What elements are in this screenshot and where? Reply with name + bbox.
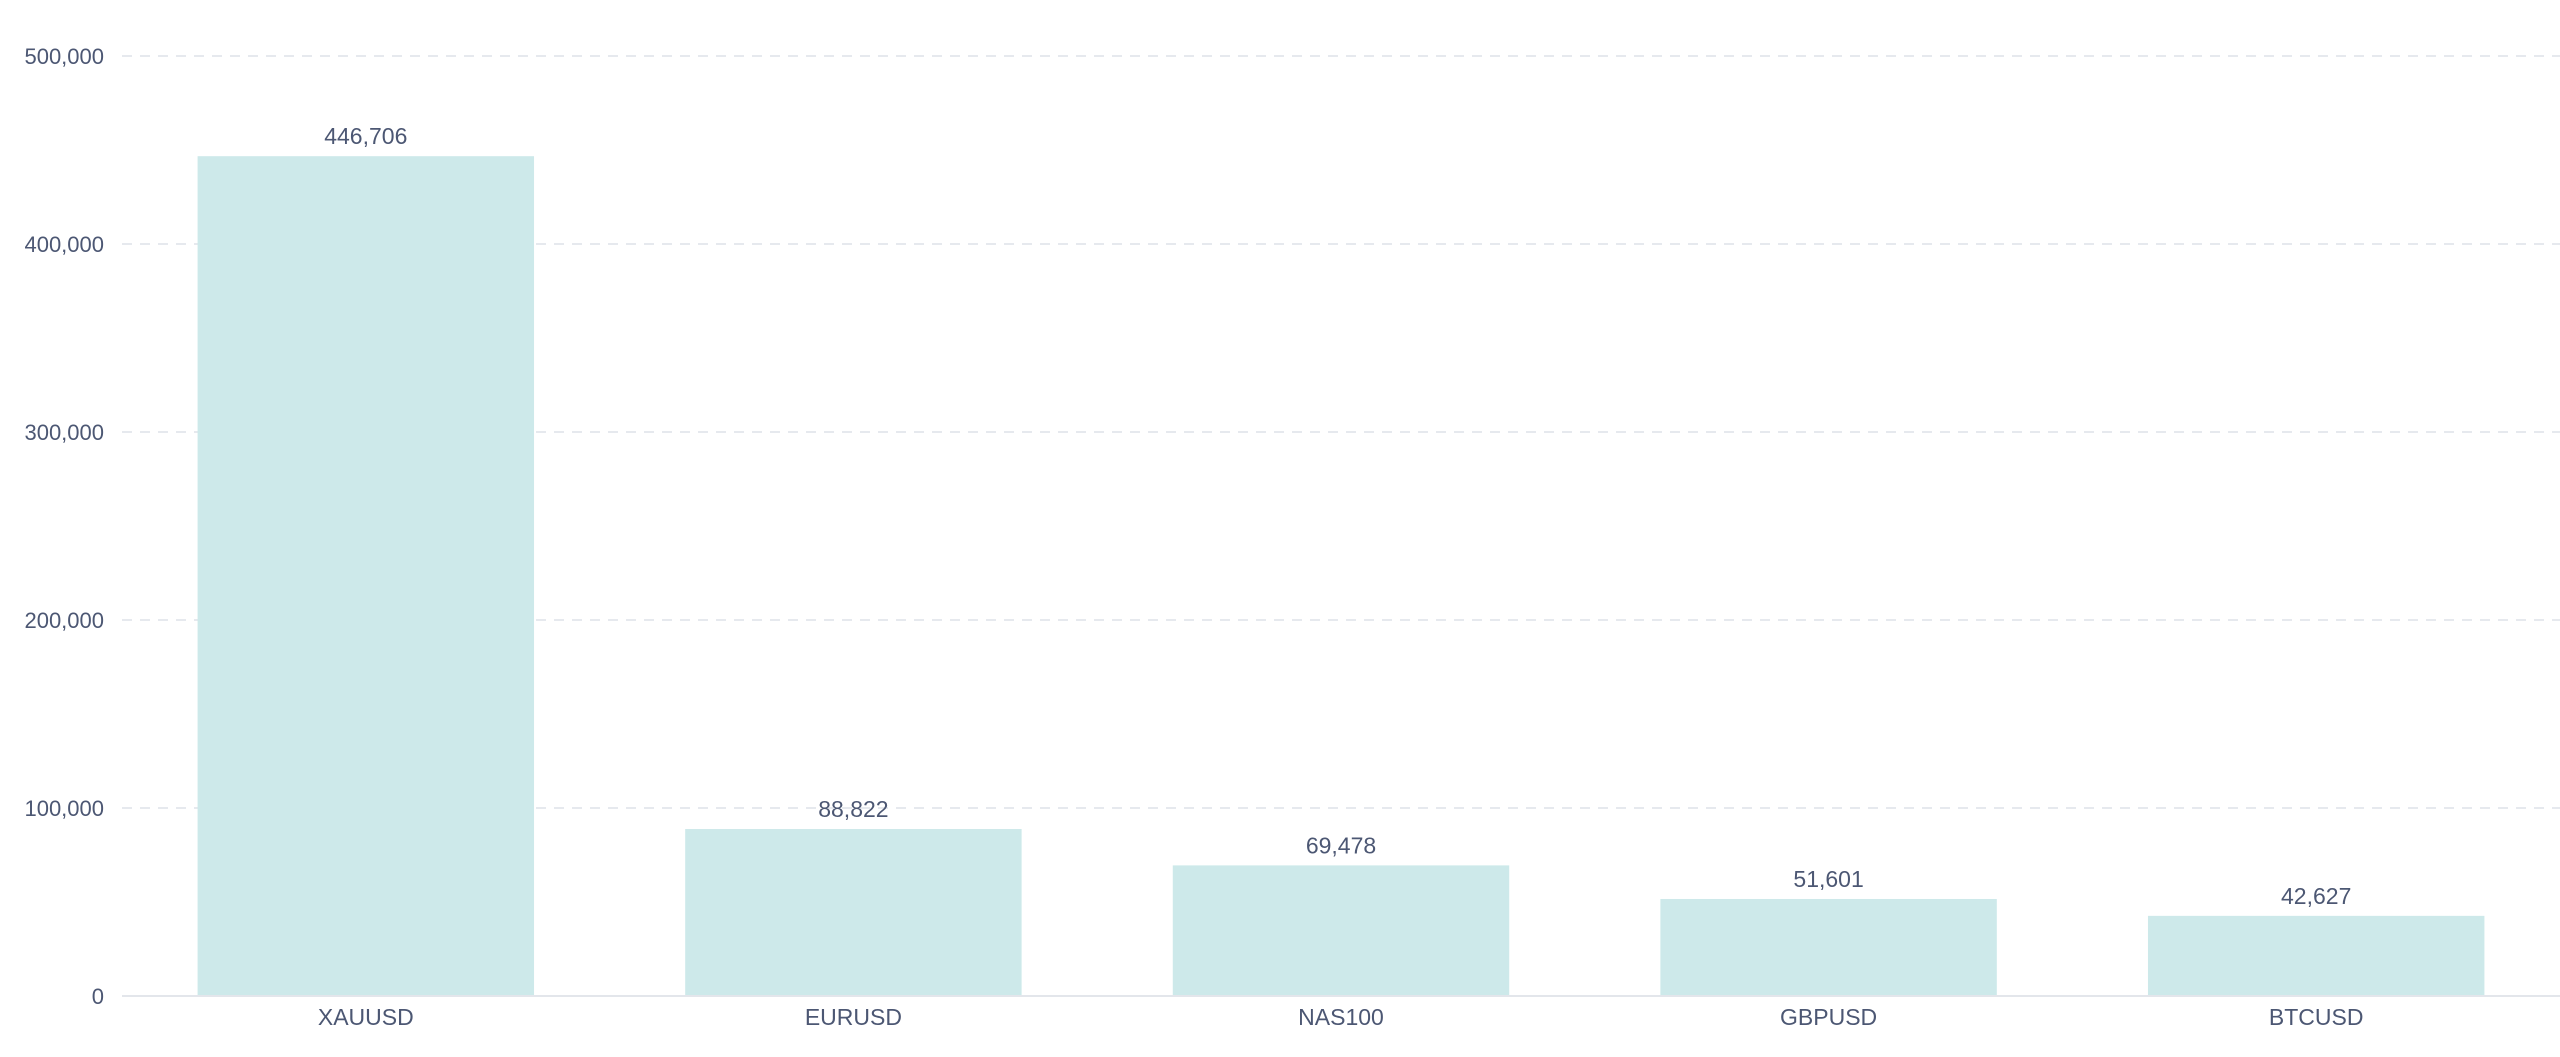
y-axis: 0 100,000 200,000 300,000 400,000 500,000	[24, 44, 104, 1009]
y-tick-label: 100,000	[24, 796, 104, 821]
x-axis: XAUUSD EURUSD NAS100 GBPUSD BTCUSD	[122, 995, 2560, 1030]
bar-nas100[interactable]	[1172, 865, 1510, 996]
x-tick-label: EURUSD	[805, 1004, 902, 1030]
y-tick-label: 200,000	[24, 608, 104, 633]
bar-eurusd[interactable]	[685, 829, 1022, 996]
bars: 446,706 88,822 69,478 51,601 42,627	[197, 123, 2485, 996]
data-label: 446,706	[324, 123, 407, 149]
bar-btcusd[interactable]	[2147, 915, 2485, 996]
data-label: 42,627	[2281, 883, 2351, 909]
y-tick-label: 500,000	[24, 44, 104, 69]
y-tick-label: 400,000	[24, 232, 104, 257]
data-label: 51,601	[1793, 866, 1863, 892]
x-tick-label: GBPUSD	[1780, 1004, 1877, 1030]
x-tick-label: XAUUSD	[318, 1004, 414, 1030]
bar-xauusd[interactable]	[197, 156, 535, 996]
bar-gbpusd[interactable]	[1660, 898, 1997, 996]
y-tick-label: 0	[92, 984, 104, 1009]
x-tick-label: NAS100	[1298, 1004, 1384, 1030]
y-tick-label: 300,000	[24, 420, 104, 445]
x-tick-label: BTCUSD	[2269, 1004, 2364, 1030]
data-label: 88,822	[818, 796, 888, 822]
data-label: 69,478	[1306, 832, 1376, 858]
